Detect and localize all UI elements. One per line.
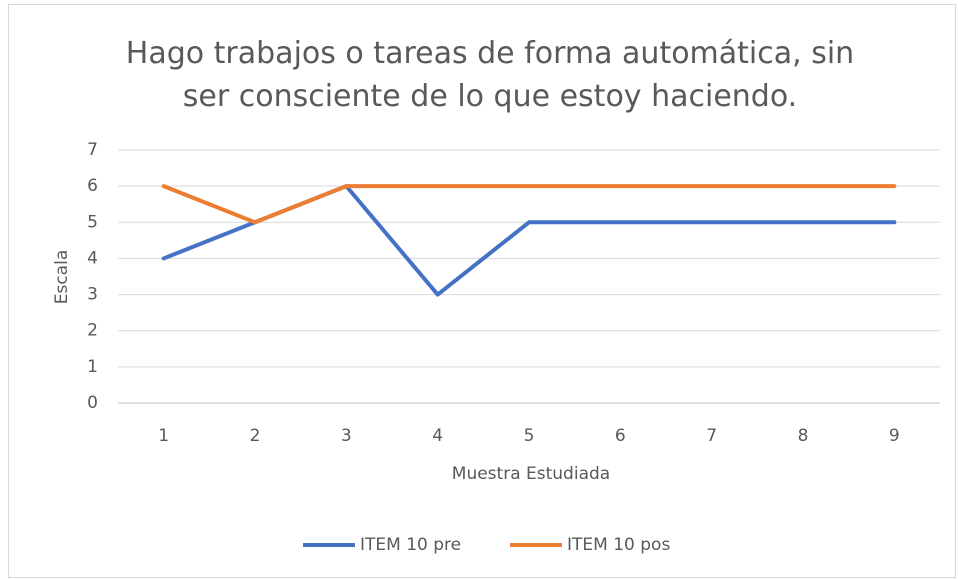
x-tick-label: 6 bbox=[615, 426, 626, 446]
x-tick-label: 9 bbox=[889, 426, 900, 446]
x-tick-label: 1 bbox=[158, 426, 169, 446]
y-tick-label: 6 bbox=[87, 176, 98, 196]
x-tick-label: 2 bbox=[250, 426, 261, 446]
data-line bbox=[161, 184, 897, 225]
legend-label: ITEM 10 pos bbox=[567, 535, 670, 555]
y-tick-label: 7 bbox=[87, 140, 98, 160]
y-tick-label: 3 bbox=[87, 285, 98, 305]
data-line bbox=[161, 184, 897, 297]
y-axis-label: Escala bbox=[52, 250, 72, 305]
x-tick-label: 3 bbox=[341, 426, 352, 446]
legend-label: ITEM 10 pre bbox=[360, 535, 461, 555]
x-tick-label: 4 bbox=[432, 426, 443, 446]
x-tick-label: 7 bbox=[706, 426, 717, 446]
chart-frame bbox=[8, 4, 956, 578]
x-tick-label: 8 bbox=[798, 426, 809, 446]
y-tick-label: 4 bbox=[87, 248, 98, 268]
x-axis-label: Muestra Estudiada bbox=[452, 464, 610, 484]
x-tick-label: 5 bbox=[524, 426, 535, 446]
y-tick-label: 1 bbox=[87, 357, 98, 377]
chart-title: Hago trabajos o tareas de forma automáti… bbox=[125, 36, 855, 114]
y-tick-label: 0 bbox=[87, 393, 98, 413]
y-tick-label: 2 bbox=[87, 321, 98, 341]
y-tick-label: 5 bbox=[87, 212, 98, 232]
